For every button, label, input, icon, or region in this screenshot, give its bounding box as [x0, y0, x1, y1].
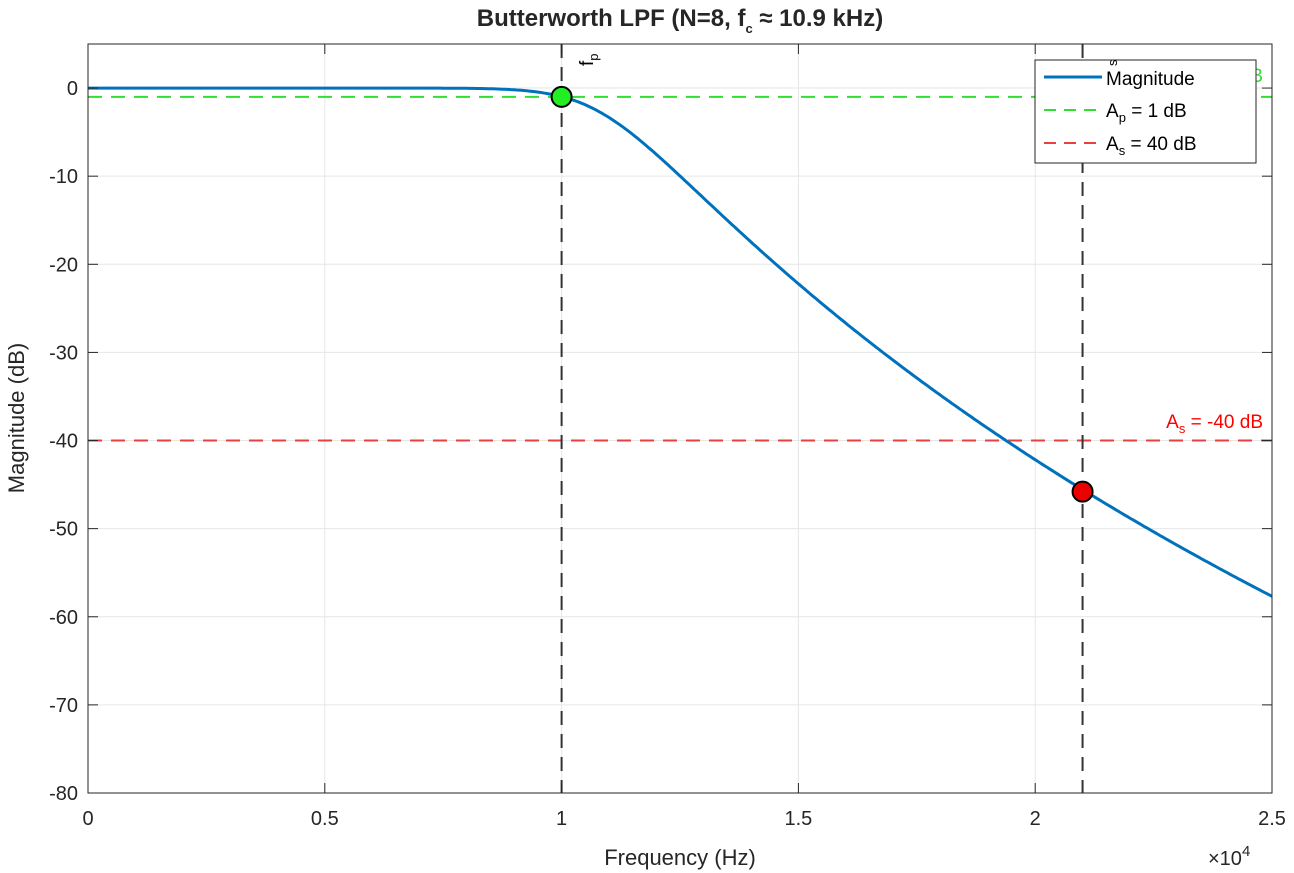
legend: Magnitude Ap = 1 dB As = 40 dB [1034, 59, 1257, 164]
x-exponent-label: ×104 [1208, 843, 1250, 870]
x-tick-label: 0 [82, 808, 93, 830]
y-tick-label: -30 [49, 342, 78, 364]
fs-label: s [1105, 59, 1120, 66]
x-tick-label: 1.5 [784, 808, 812, 830]
y-tick-label: -80 [49, 783, 78, 805]
legend-label-ap: Ap = 1 dB [1106, 101, 1187, 125]
y-tick-label: 0 [67, 78, 78, 100]
chart-title: Butterworth LPF (N=8, fc ≈ 10.9 kHz) [477, 5, 883, 36]
plot-area [88, 44, 1272, 793]
stopband-edge-marker [1071, 480, 1094, 503]
markers-group [550, 85, 1094, 503]
axis-ticks [87, 44, 1273, 794]
x-tick-label: 2 [1030, 808, 1041, 830]
x-tick-label: 2.5 [1258, 808, 1286, 830]
y-tick-label: -40 [49, 431, 78, 453]
y-tick-label: -70 [49, 695, 78, 717]
as-annotation: As = -40 dB [1166, 412, 1263, 436]
y-tick-label: -20 [49, 254, 78, 276]
fp-label: fp [577, 53, 601, 66]
y-axis-title: Magnitude (dB) [4, 343, 29, 493]
y-tick-label: -60 [49, 607, 78, 629]
x-tick-label: 0.5 [311, 808, 339, 830]
legend-label-magnitude: Magnitude [1106, 69, 1195, 90]
x-axis-title: Frequency (Hz) [604, 845, 756, 870]
vertical-marker-lines [560, 44, 1084, 793]
tick-labels: 0 0.5 1 1.5 2 2.5 -80 -70 -60 -50 -40 -30 -20 -10 0 [49, 78, 1286, 830]
passband-edge-marker [550, 85, 573, 108]
axes-box [87, 43, 1273, 794]
y-tick-label: -50 [49, 519, 78, 541]
reference-lines [88, 95, 1272, 442]
x-tick-label: 1 [556, 808, 567, 830]
legend-label-as: As = 40 dB [1106, 134, 1197, 158]
y-tick-label: -10 [49, 166, 78, 188]
